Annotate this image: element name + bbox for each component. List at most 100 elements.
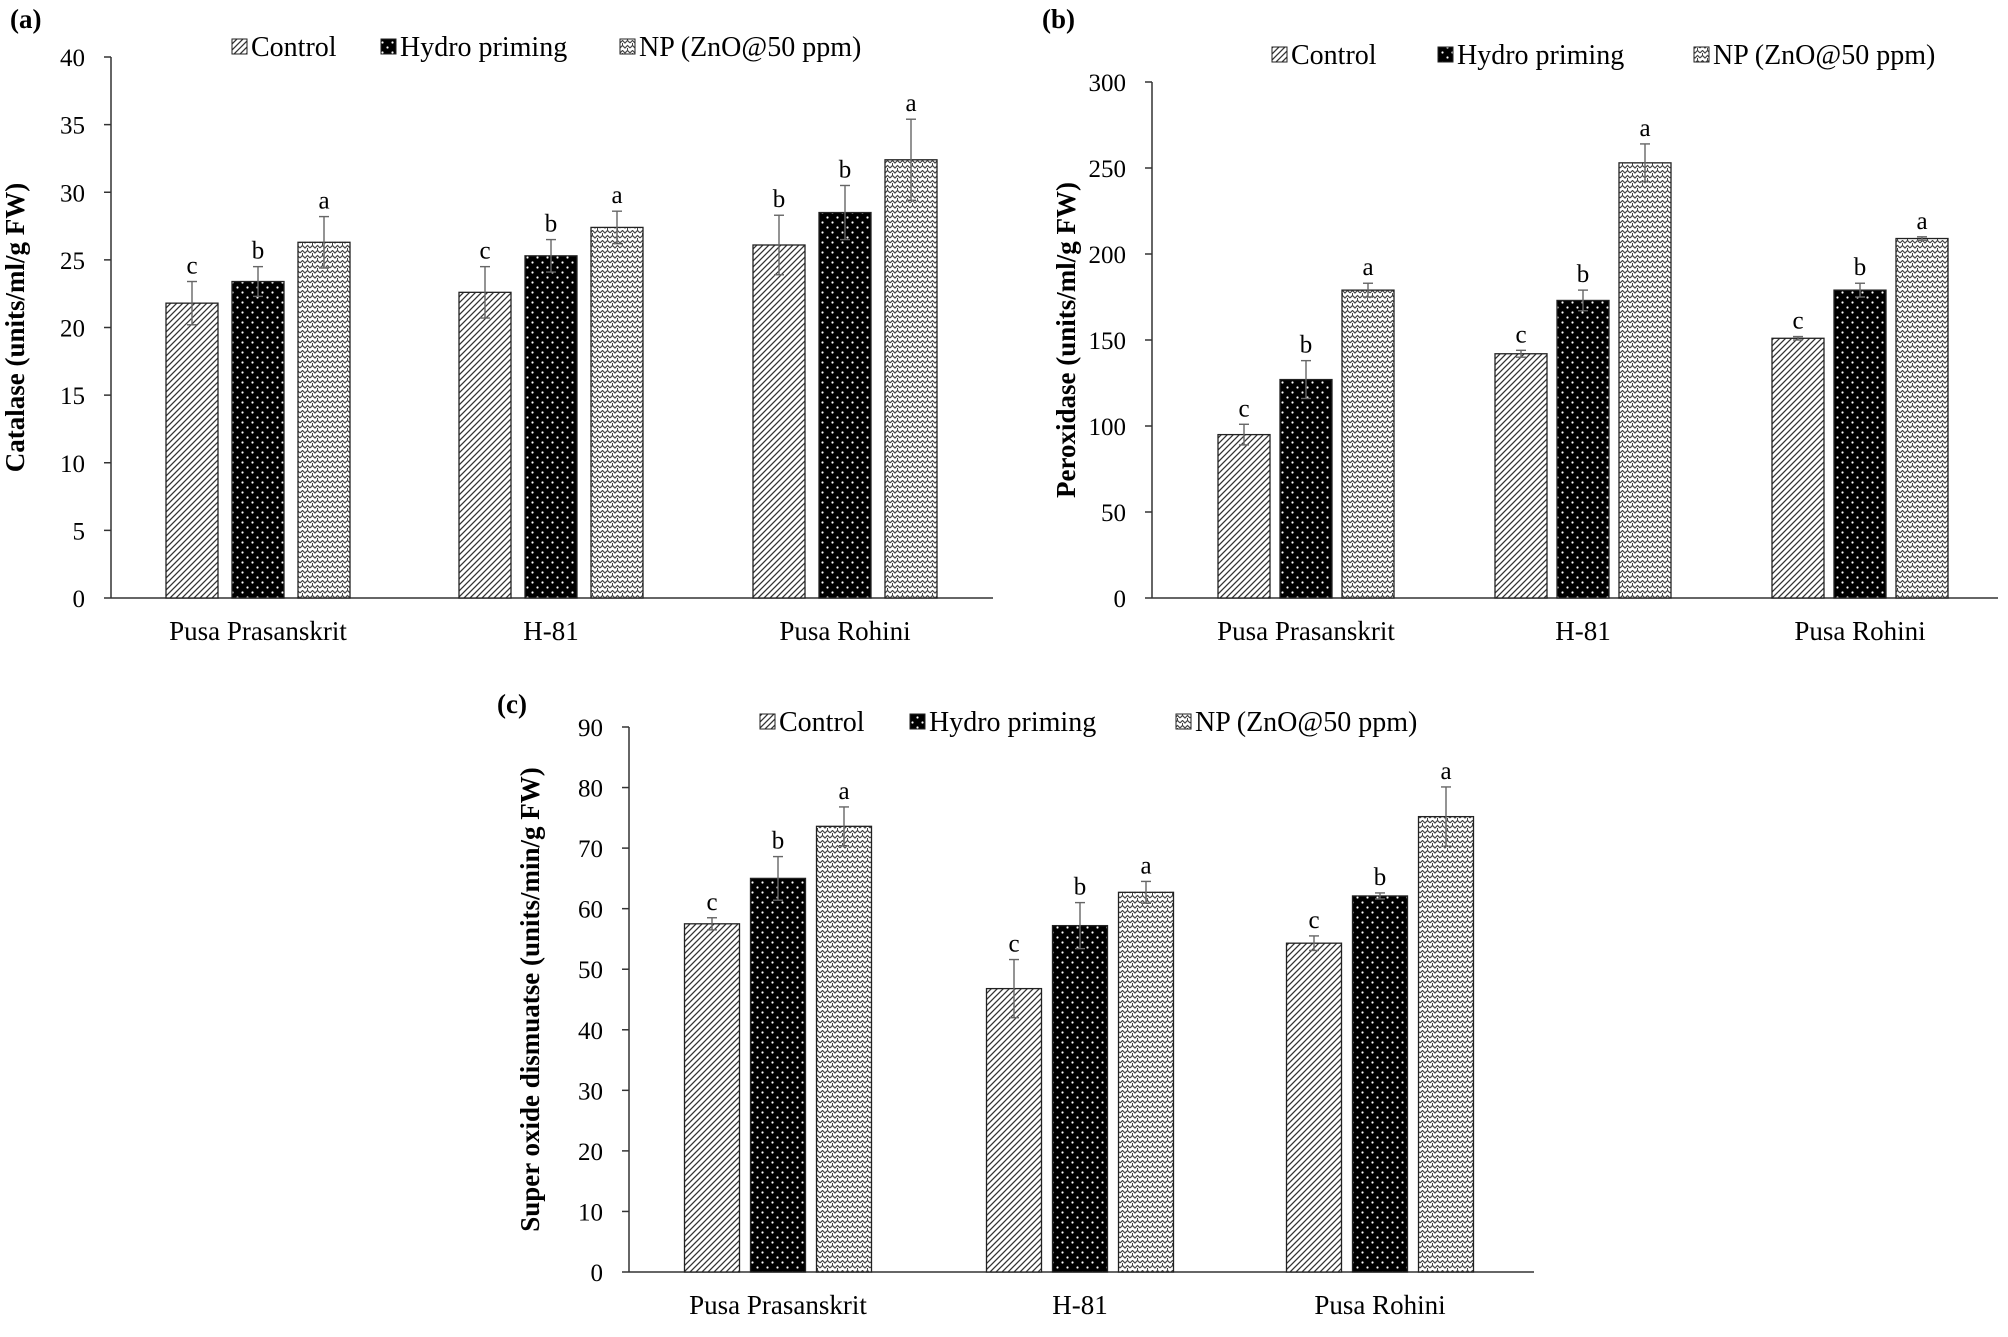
bar: [1895, 237, 1949, 599]
significance-letter: a: [905, 90, 916, 117]
bar: [985, 987, 1043, 1273]
bar: [1341, 289, 1395, 599]
significance-letter: c: [706, 889, 717, 916]
legend-swatch: [1271, 46, 1288, 63]
bar: [818, 211, 872, 599]
y-tick-label: 20: [60, 316, 85, 343]
y-tick-label: 0: [1114, 586, 1127, 613]
legend-swatch: [380, 38, 397, 55]
x-category-label: Pusa Rohini: [1794, 616, 1925, 646]
legend-swatch: [759, 713, 776, 730]
bar: [165, 302, 219, 599]
x-category-label: Pusa Rohini: [1314, 1290, 1445, 1320]
bar: [815, 825, 873, 1273]
panel-label: (b): [1042, 4, 1075, 34]
x-category-label: Pusa Prasanskrit: [689, 1290, 867, 1320]
bar: [1618, 162, 1672, 599]
y-tick-label: 250: [1089, 156, 1127, 183]
x-category-label: H-81: [1052, 1290, 1108, 1320]
legend-entry: NP (ZnO@50 ppm): [1713, 40, 1935, 71]
bar: [1051, 924, 1109, 1273]
legend-entry: Control: [1291, 40, 1377, 71]
significance-letter: b: [545, 211, 558, 238]
bar: [1117, 891, 1175, 1273]
bar: [297, 241, 351, 599]
y-tick-label: 90: [578, 715, 603, 742]
significance-letter: b: [839, 156, 852, 183]
legend-entry: Hydro priming: [929, 707, 1096, 738]
bar: [1351, 895, 1409, 1273]
significance-letter: a: [1916, 208, 1927, 235]
bar: [1285, 942, 1343, 1273]
significance-letter: a: [1362, 254, 1373, 281]
x-category-label: Pusa Rohini: [779, 616, 910, 646]
legend-swatch: [909, 713, 926, 730]
bar: [1217, 433, 1271, 599]
significance-letter: a: [1639, 115, 1650, 142]
y-tick-label: 80: [578, 776, 603, 803]
y-tick-label: 35: [60, 113, 85, 140]
y-tick-label: 10: [60, 451, 85, 478]
significance-letter: a: [611, 182, 622, 209]
y-tick-label: 200: [1089, 242, 1127, 269]
legend-swatch: [1175, 713, 1192, 730]
y-tick-label: 0: [73, 586, 86, 613]
x-category-label: H-81: [1555, 616, 1611, 646]
significance-letter: b: [1577, 261, 1590, 288]
significance-letter: a: [1140, 852, 1151, 879]
bar: [1833, 289, 1887, 599]
y-axis-label: Super oxide dismuatse (units/min/g FW): [515, 767, 545, 1232]
significance-letter: a: [318, 188, 329, 215]
x-category-label: Pusa Prasanskrit: [1217, 616, 1395, 646]
y-tick-label: 30: [60, 180, 85, 207]
significance-letter: c: [479, 238, 490, 265]
significance-letter: c: [186, 253, 197, 280]
y-tick-label: 0: [591, 1260, 604, 1287]
y-tick-label: 40: [60, 45, 85, 72]
significance-letter: b: [1300, 332, 1313, 359]
y-tick-label: 50: [578, 957, 603, 984]
significance-letter: a: [838, 778, 849, 805]
legend-swatch: [231, 38, 248, 55]
y-tick-label: 150: [1089, 328, 1127, 355]
y-tick-label: 5: [73, 518, 86, 545]
significance-letter: c: [1008, 931, 1019, 958]
bar: [749, 877, 807, 1273]
y-tick-label: 25: [60, 248, 85, 275]
y-tick-label: 60: [578, 897, 603, 924]
y-tick-label: 40: [578, 1018, 603, 1045]
bar: [231, 280, 285, 599]
significance-letter: c: [1308, 907, 1319, 934]
y-tick-label: 20: [578, 1139, 603, 1166]
panel-label: (c): [497, 689, 527, 719]
legend-entry: NP (ZnO@50 ppm): [1195, 707, 1417, 738]
significance-letter: a: [1440, 758, 1451, 785]
legend-entry: Control: [779, 707, 865, 738]
significance-letter: c: [1238, 395, 1249, 422]
y-axis-label: Peroxidase (units/ml/g FW): [1051, 182, 1081, 498]
y-tick-label: 300: [1089, 70, 1127, 97]
legend-entry: NP (ZnO@50 ppm): [639, 32, 861, 63]
significance-letter: c: [1792, 308, 1803, 335]
y-tick-label: 10: [578, 1199, 603, 1226]
significance-letter: c: [1515, 321, 1526, 348]
legend-swatch: [1437, 46, 1454, 63]
bar: [1494, 353, 1548, 599]
bar: [884, 159, 938, 599]
significance-letter: b: [1374, 864, 1387, 891]
bar: [1417, 815, 1475, 1273]
x-category-label: H-81: [523, 616, 579, 646]
bar: [590, 226, 644, 599]
significance-letter: b: [252, 238, 265, 265]
legend-entry: Hydro priming: [400, 32, 567, 63]
x-category-label: Pusa Prasanskrit: [169, 616, 347, 646]
bar: [683, 923, 741, 1273]
bar: [752, 244, 806, 599]
bar: [1556, 299, 1610, 599]
bar: [1771, 337, 1825, 599]
y-axis-label: Catalase (units/ml/g FW): [0, 183, 30, 473]
panel-label: (a): [10, 4, 41, 34]
significance-letter: b: [772, 828, 785, 855]
legend-swatch: [619, 38, 636, 55]
